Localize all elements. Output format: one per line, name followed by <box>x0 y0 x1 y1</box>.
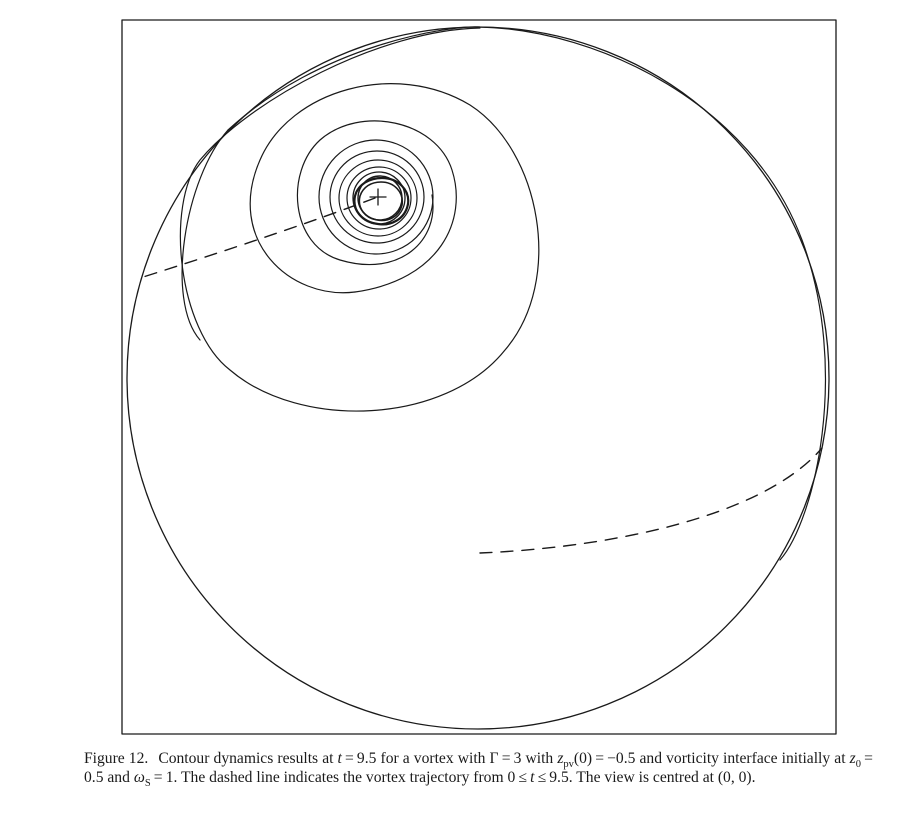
contour-5 <box>338 159 418 237</box>
contour-core-inner <box>358 181 404 222</box>
vortex-center-marker <box>369 188 387 206</box>
sphere-outline <box>126 26 830 730</box>
figure-caption: Figure 12. Contour dynamics results at t … <box>84 750 877 789</box>
contour-core <box>353 176 410 226</box>
contour-3 <box>318 139 434 255</box>
contour-4 <box>329 150 425 244</box>
contour-6 <box>346 166 412 230</box>
plot-frame <box>121 19 837 735</box>
spiral-arm-outer-back <box>181 129 229 341</box>
contour-2 <box>296 120 457 293</box>
trajectory-lower <box>479 447 823 554</box>
spiral-arm-outer <box>227 26 827 561</box>
trajectory-upper <box>139 197 376 279</box>
contour-1 <box>179 27 540 412</box>
figure-label: Figure 12. <box>84 750 149 767</box>
